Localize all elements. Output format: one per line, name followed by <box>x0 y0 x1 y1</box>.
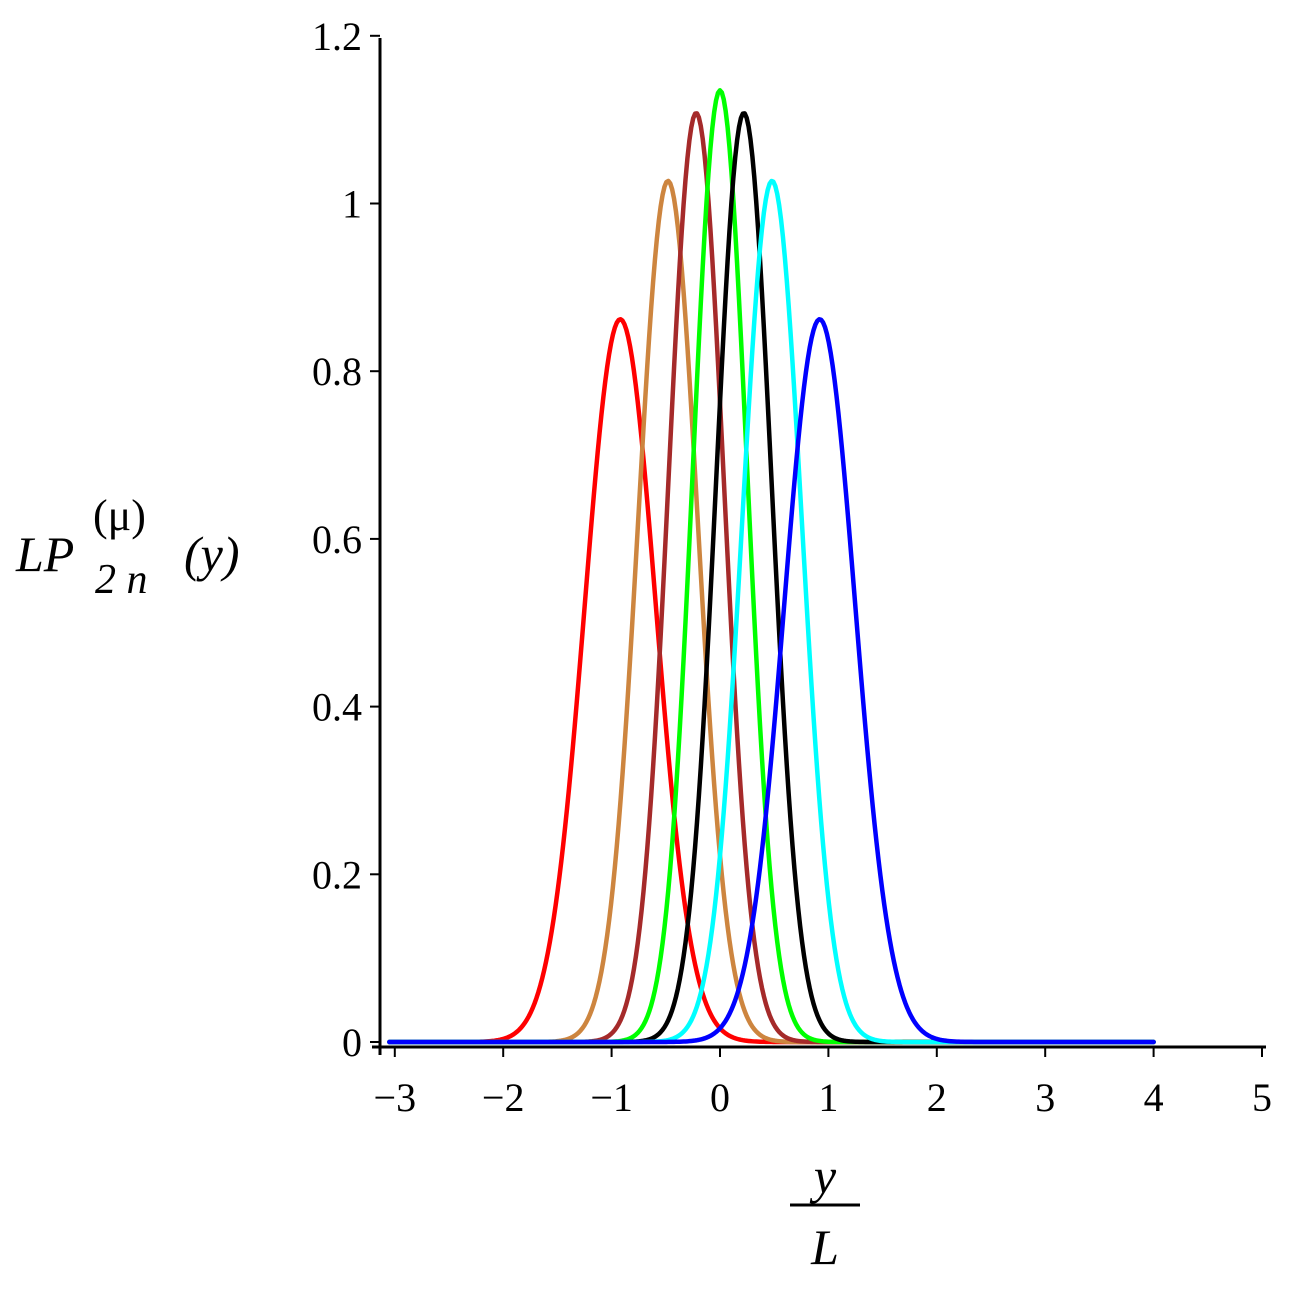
y-label-base: LP <box>15 526 74 582</box>
x-axis-label: y L <box>790 1148 860 1275</box>
x-tick-label: 2 <box>927 1075 947 1120</box>
x-tick-label: 0 <box>710 1075 730 1120</box>
y-tick-label: 0.2 <box>312 852 362 897</box>
y-tick-label: 1 <box>342 182 362 227</box>
y-tick-label: 0.4 <box>312 685 362 730</box>
y-label-subscript: 2 n <box>95 557 148 603</box>
x-tick-label: 3 <box>1035 1075 1055 1120</box>
y-tick-label: 1.2 <box>312 14 362 59</box>
series-layer <box>387 88 1156 1045</box>
y-tick-label: 0.6 <box>312 517 362 562</box>
series-line-4 <box>387 88 1156 1045</box>
x-label-denominator: L <box>810 1219 839 1275</box>
x-tick-label: −1 <box>590 1075 633 1120</box>
series-line-6 <box>387 178 1156 1045</box>
y-tick-label: 0.8 <box>312 349 362 394</box>
x-tick-layer: −3 −2 −1 0 1 2 3 4 5 <box>374 1047 1272 1120</box>
series-line-1 <box>387 316 1156 1045</box>
y-tick-layer: 0 0.2 0.4 0.6 0.8 1 1.2 <box>312 14 380 1065</box>
y-axis-label: LP (μ) 2 n (y) <box>15 491 240 603</box>
x-tick-label: 4 <box>1144 1075 1164 1120</box>
x-tick-label: −3 <box>374 1075 417 1120</box>
y-tick-label: 0 <box>342 1020 362 1065</box>
x-tick-label: −2 <box>482 1075 525 1120</box>
series-line-2 <box>387 178 1156 1045</box>
y-label-superscript: (μ) <box>93 491 146 540</box>
x-tick-label: 1 <box>818 1075 838 1120</box>
x-label-numerator: y <box>809 1148 837 1204</box>
x-tick-label: 5 <box>1252 1075 1272 1120</box>
y-label-argument: (y) <box>184 526 240 582</box>
series-line-7 <box>387 317 1156 1045</box>
